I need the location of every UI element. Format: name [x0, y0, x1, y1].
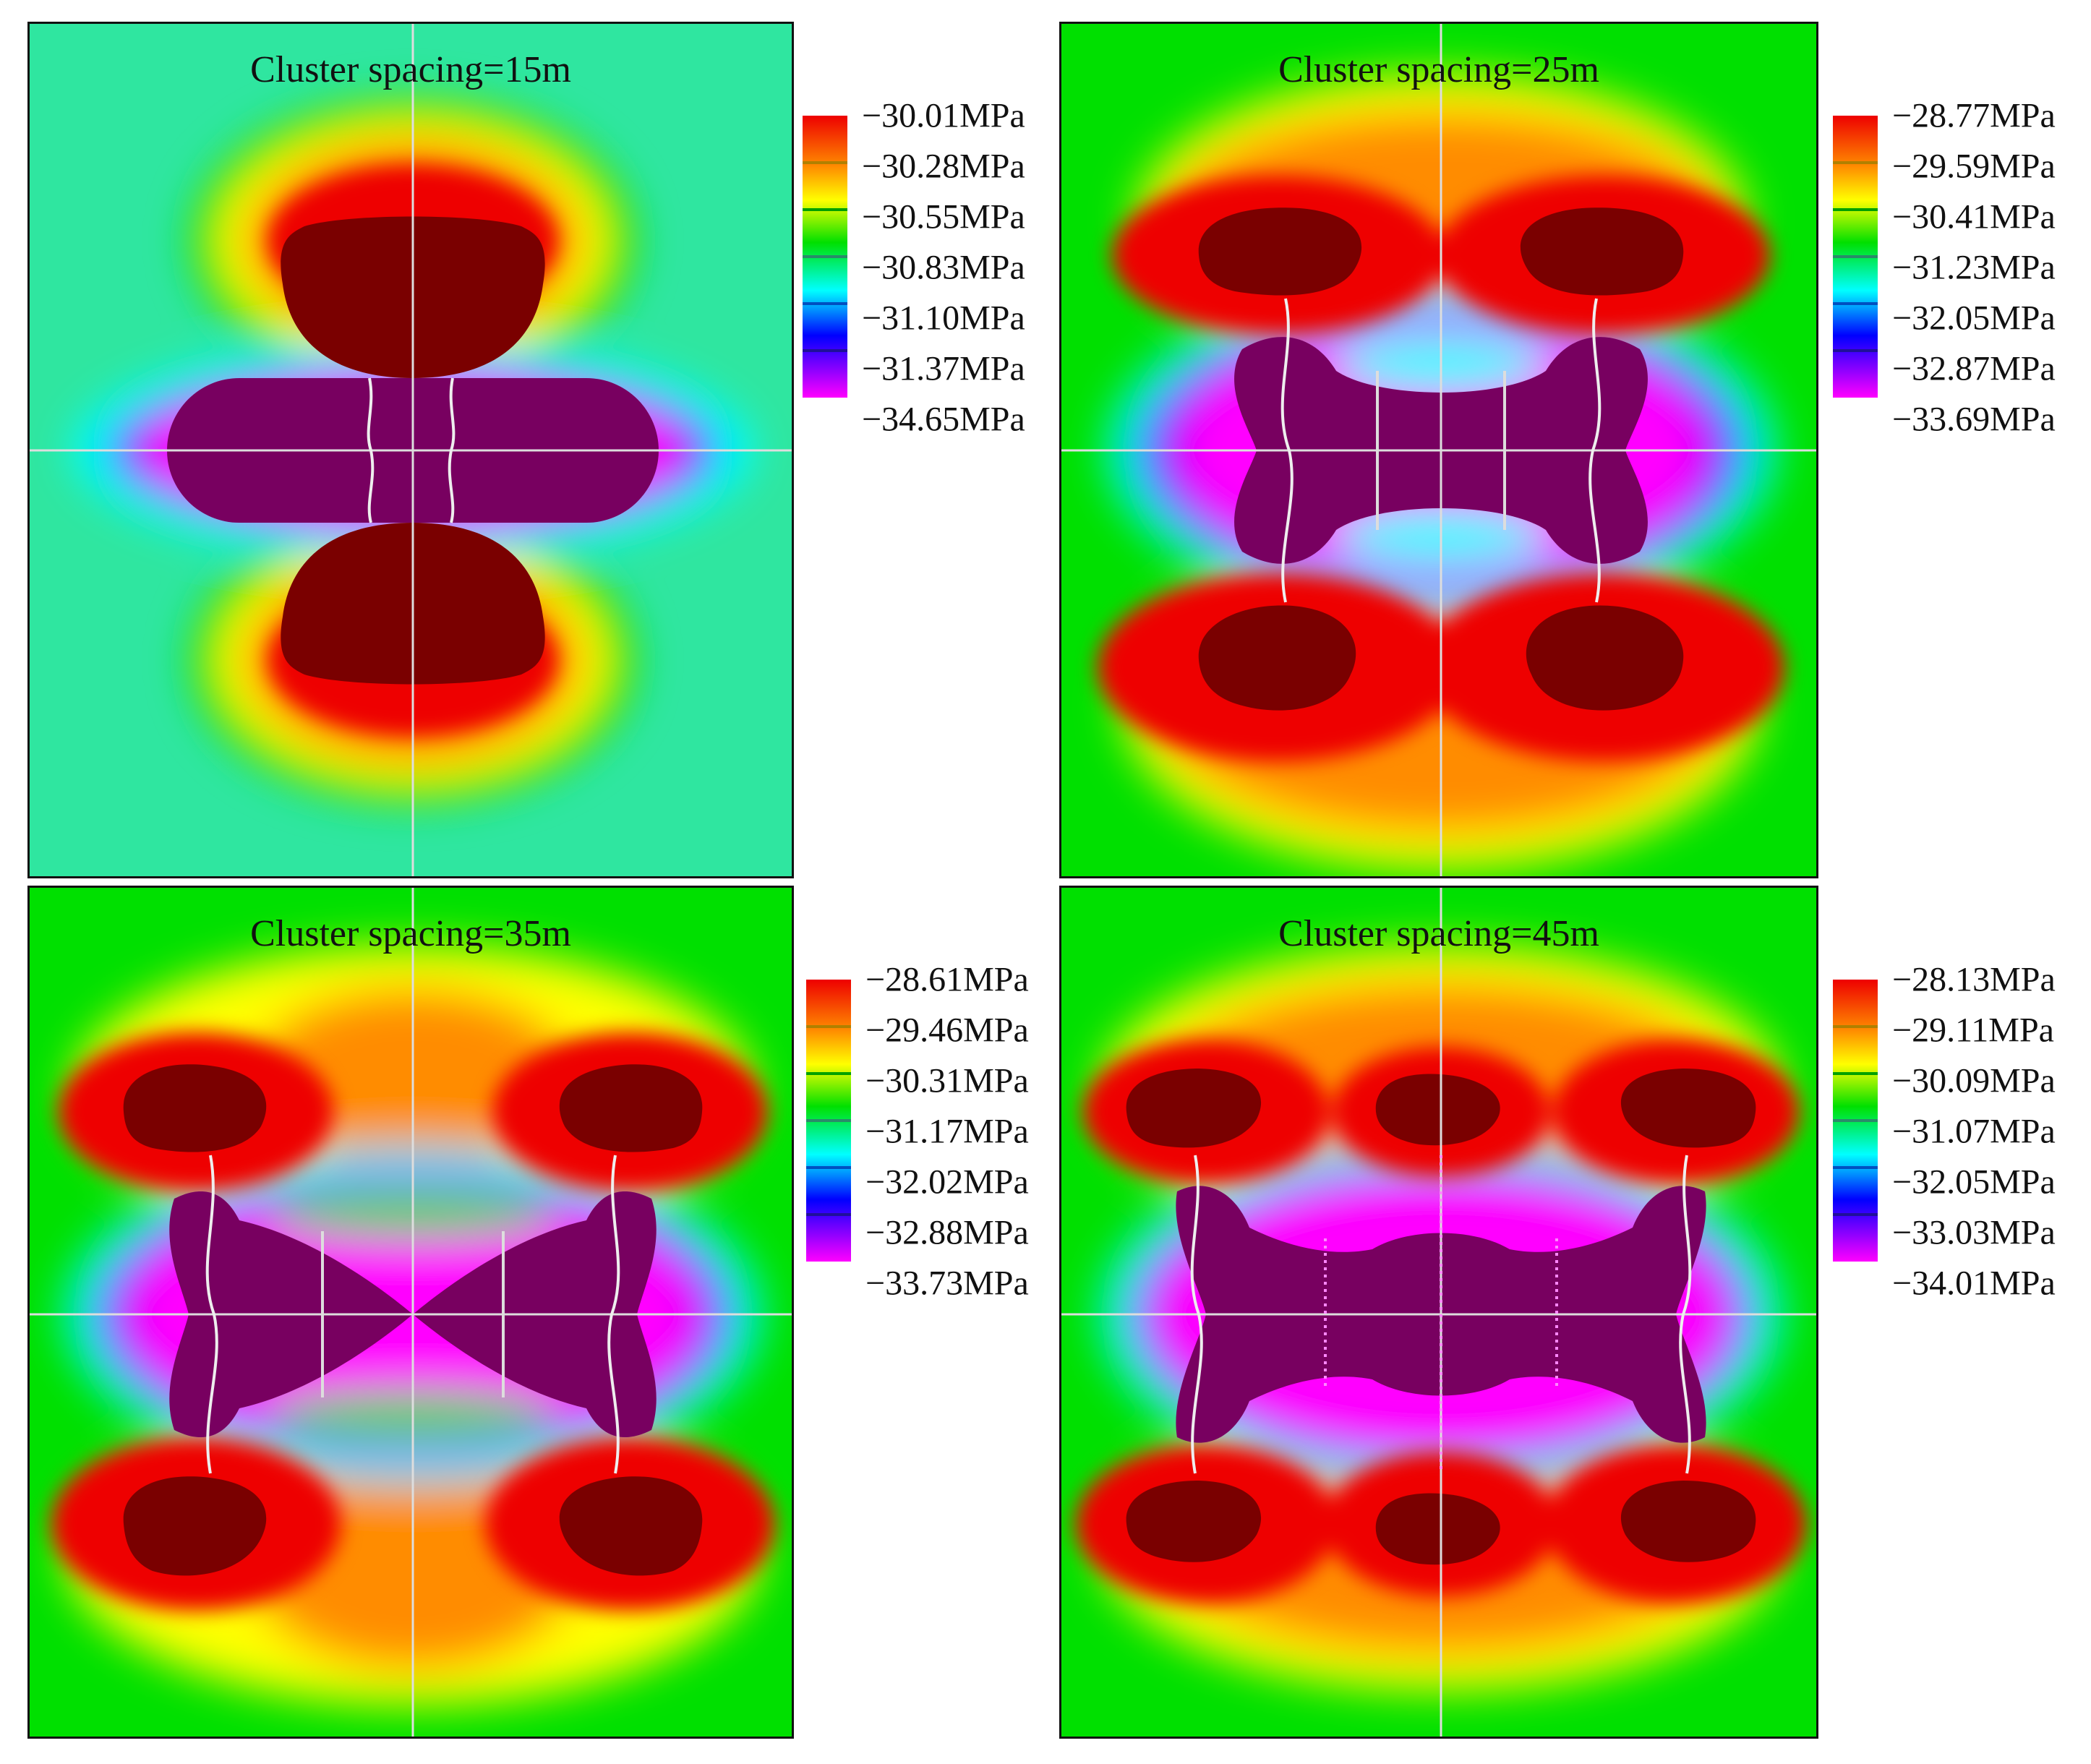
colorbar-tick [1833, 161, 1878, 164]
legend-label: −28.77MPa [1892, 96, 2056, 135]
colorbar-tick [806, 1025, 851, 1028]
legend-label: −30.01MPa [862, 96, 1025, 135]
legend-label: −32.87MPa [1892, 349, 2056, 388]
high-stress-zone [1375, 1493, 1500, 1565]
fracture-5 [1679, 1155, 1692, 1474]
legend-label: −30.09MPa [1892, 1061, 2056, 1100]
stress-field-35m [30, 888, 792, 1737]
high-stress-zone [123, 1476, 267, 1576]
colorbar-tick [1833, 1072, 1878, 1075]
legend-45m: −28.13MPa −29.11MPa −30.09MPa −31.07MPa … [1833, 958, 2091, 1303]
fracture-1 [205, 1155, 218, 1474]
colorbar-tick [1833, 302, 1878, 305]
legend-label: −31.07MPa [1892, 1112, 2056, 1151]
legend-label: −31.37MPa [862, 349, 1025, 388]
legend-label: −28.13MPa [1892, 960, 2056, 999]
colorbar-tick [806, 1166, 851, 1169]
legend-label: −29.46MPa [865, 1011, 1029, 1050]
colorbar-tick [803, 349, 847, 352]
legend-label: −32.88MPa [865, 1213, 1029, 1252]
legend-25m: −28.77MPa −29.59MPa −30.41MPa −31.23MPa … [1833, 94, 2091, 439]
high-stress-zone [1198, 207, 1362, 296]
high-stress-zone [1126, 1481, 1262, 1562]
fracture-2 [448, 377, 456, 523]
colorbar-tick [806, 1119, 851, 1122]
legend-label: −34.01MPa [1892, 1264, 2056, 1303]
fracture-4 [607, 1155, 620, 1474]
fracture-4 [1588, 298, 1602, 603]
colorbar-tick [806, 1072, 851, 1075]
high-stress-zone [1620, 1481, 1756, 1562]
high-stress-zone [1620, 1069, 1756, 1148]
legend-label: −31.10MPa [862, 299, 1025, 338]
colorbar-tick [803, 302, 847, 305]
high-stress-zone [1126, 1069, 1262, 1148]
legend-label: −32.05MPa [1892, 1163, 2056, 1202]
stress-field-15m [30, 24, 792, 876]
legend-label: −32.02MPa [865, 1163, 1029, 1202]
colorbar-tick [1833, 1213, 1878, 1216]
fracture-1 [1190, 1155, 1203, 1474]
colorbar-tick [1833, 1119, 1878, 1122]
colorbar-tick [1833, 255, 1878, 258]
colorbar-tick [1833, 1166, 1878, 1169]
legend-label: −30.31MPa [865, 1061, 1029, 1100]
panel-title: Cluster spacing=45m [1278, 913, 1599, 954]
legend-label: −30.28MPa [862, 147, 1025, 186]
legend-label: −34.65MPa [862, 400, 1025, 439]
stress-field-45m [1061, 888, 1816, 1737]
legend-label: −29.59MPa [1892, 147, 2056, 186]
legend-15m: −30.01MPa −30.28MPa −30.55MPa −30.83MPa … [803, 94, 1150, 439]
high-stress-zone [1526, 605, 1684, 711]
high-stress-zone [559, 1476, 703, 1576]
legend-label: −32.05MPa [1892, 299, 2056, 338]
legend-label: −29.11MPa [1892, 1011, 2054, 1050]
legend-label: −33.03MPa [1892, 1213, 2056, 1252]
colorbar-tick [803, 208, 847, 211]
colorbar-tick [1833, 349, 1878, 352]
high-stress-zone [1375, 1074, 1500, 1146]
colorbar-tick [1833, 208, 1878, 211]
legend-label: −31.17MPa [865, 1112, 1029, 1151]
legend-label: −33.73MPa [865, 1264, 1029, 1303]
panel-title: Cluster spacing=25m [1278, 49, 1599, 90]
stress-field-25m [1061, 24, 1816, 876]
panel-title: Cluster spacing=35m [250, 913, 571, 954]
fracture-1 [1280, 298, 1293, 603]
high-stress-zone [1520, 207, 1684, 296]
fracture-1 [367, 377, 375, 523]
high-stress-zone [1198, 605, 1356, 711]
high-stress-zone [123, 1064, 267, 1152]
legend-label: −30.83MPa [862, 248, 1025, 287]
panel-spacing-35m: Cluster spacing=35m [27, 886, 794, 1739]
legend-label: −28.61MPa [865, 960, 1029, 999]
legend-label: −31.23MPa [1892, 248, 2056, 287]
colorbar-tick [803, 255, 847, 258]
high-stress-zone [559, 1064, 703, 1152]
panel-spacing-15m: Cluster spacing=15m [27, 22, 794, 878]
colorbar-tick [1833, 1025, 1878, 1028]
legend-label: −30.41MPa [1892, 197, 2056, 236]
colorbar-tick [803, 161, 847, 164]
panel-title: Cluster spacing=15m [250, 49, 571, 90]
panel-spacing-45m: Cluster spacing=45m [1059, 886, 1818, 1739]
colorbar-tick [806, 1213, 851, 1216]
legend-label: −33.69MPa [1892, 400, 2056, 439]
legend-35m: −28.61MPa −29.46MPa −30.31MPa −31.17MPa … [806, 958, 1153, 1303]
legend-label: −30.55MPa [862, 197, 1025, 236]
panel-spacing-25m: Cluster spacing=25m [1059, 22, 1818, 878]
